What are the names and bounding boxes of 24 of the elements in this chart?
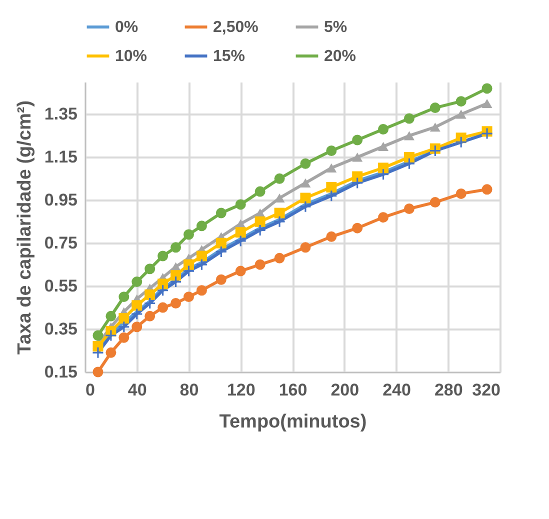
legend-label: 5% xyxy=(324,19,348,36)
x-tick-label: 320 xyxy=(472,380,500,400)
x-tick-label: 40 xyxy=(128,380,147,400)
y-tick-label: 0.75 xyxy=(44,234,78,253)
legend-label: 10% xyxy=(115,48,148,65)
x-tick-label: 200 xyxy=(330,380,360,400)
x-tick-label: 280 xyxy=(434,380,463,400)
legend-label: 15% xyxy=(213,48,246,65)
x-tick-label: 80 xyxy=(180,380,199,400)
x-tick-label: 0 xyxy=(86,380,95,400)
legend-label: 0% xyxy=(115,19,138,36)
y-tick-label: 0.95 xyxy=(44,190,78,210)
x-axis-title: Tempo(minutos) xyxy=(219,412,367,432)
legend-label: 20% xyxy=(324,48,356,65)
x-tick-label: 240 xyxy=(382,380,411,400)
x-tick-label: 160 xyxy=(278,380,308,400)
legend-label: 2,50% xyxy=(213,19,258,36)
x-tick-label: 120 xyxy=(226,380,256,400)
y-tick-label: 0.55 xyxy=(44,276,78,296)
y-tick-label: 0.35 xyxy=(44,320,78,339)
y-axis-title: Taxa de capilaridade (g/cm²) xyxy=(14,100,36,355)
y-tick-label: 1.15 xyxy=(44,148,78,167)
y-tick-label: 1.35 xyxy=(44,104,78,124)
y-tick-label: 0.15 xyxy=(44,362,78,382)
